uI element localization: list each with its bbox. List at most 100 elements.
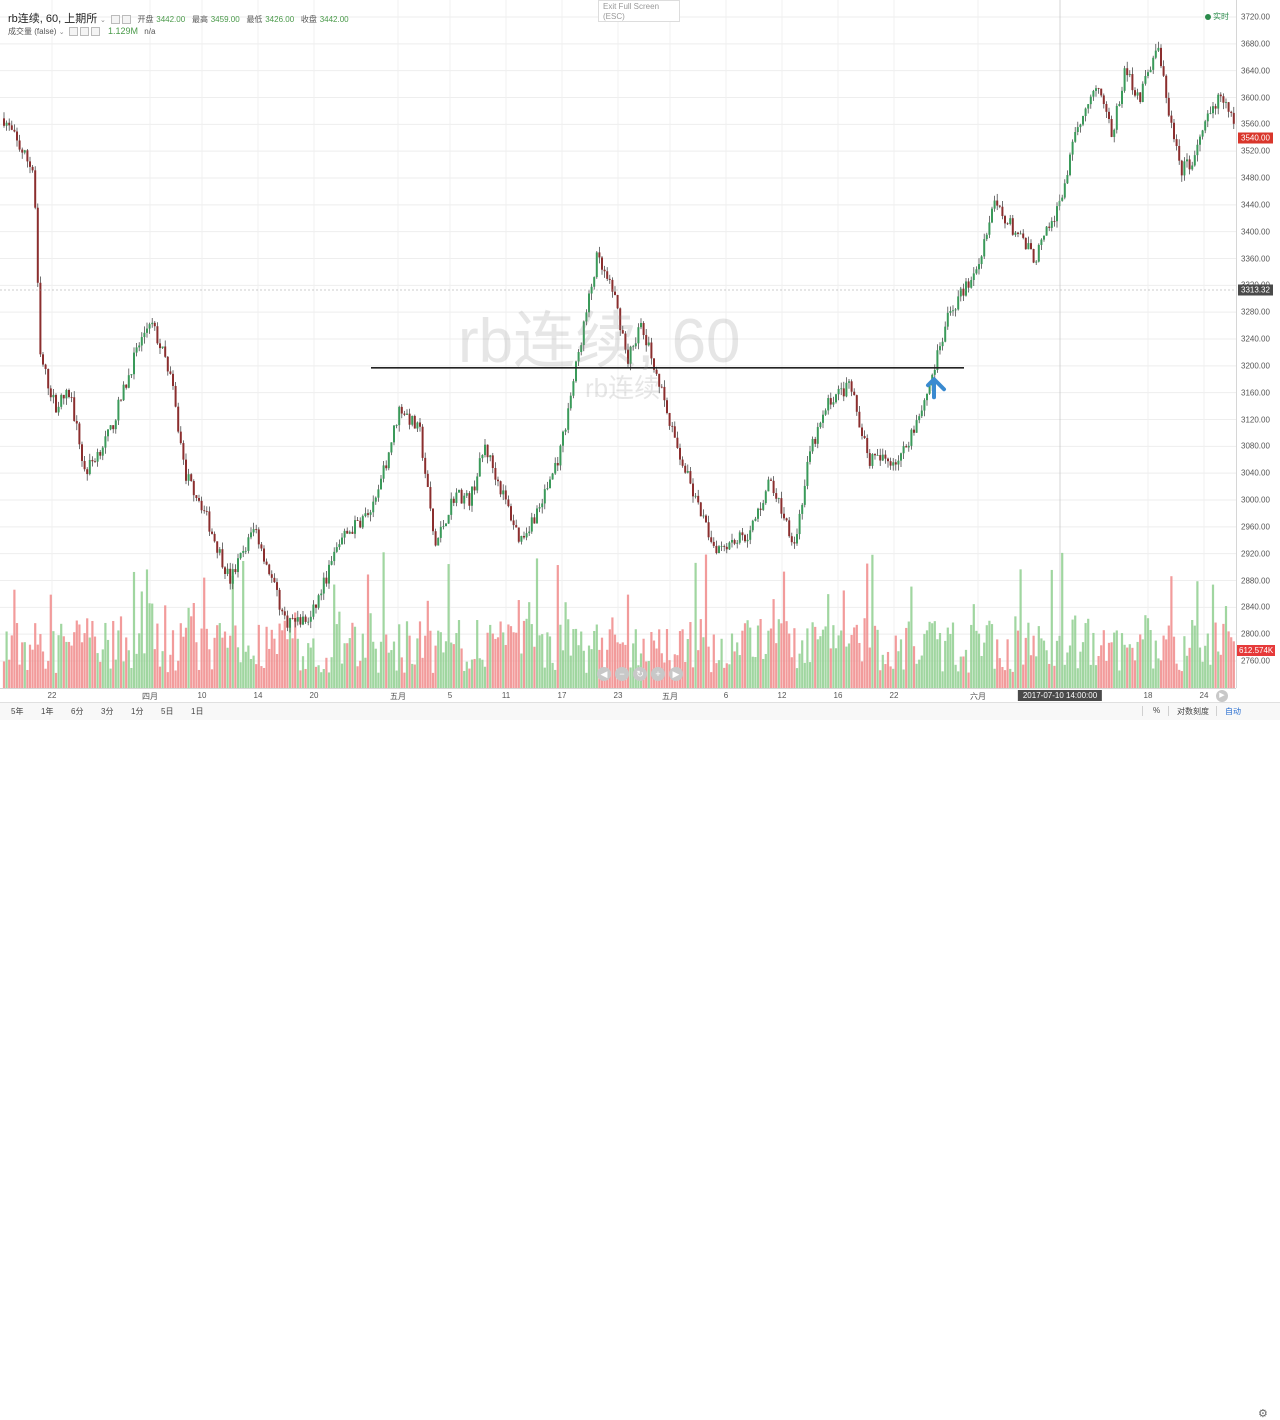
volume-bar <box>1053 665 1056 688</box>
volume-bar <box>548 636 552 688</box>
volume-bar <box>1141 639 1144 688</box>
candle-body <box>668 413 671 426</box>
volume-bar <box>881 654 884 688</box>
volume-bar <box>819 636 822 688</box>
candle-body <box>112 425 115 430</box>
scroll-right-icon[interactable]: ▶ <box>669 667 683 681</box>
candle-body <box>400 406 403 414</box>
candle-body <box>541 503 544 508</box>
candle-body <box>759 508 762 510</box>
volume-bar <box>1107 642 1111 688</box>
candle-body <box>746 539 749 542</box>
symbol-title[interactable]: rb连续, 60, 上期所 <box>8 13 98 25</box>
volume-bar <box>564 602 567 688</box>
zoom-out-icon[interactable]: − <box>615 667 629 681</box>
volume-bar <box>585 672 588 688</box>
candle-body <box>538 507 541 509</box>
price-chart[interactable] <box>0 0 1236 688</box>
candle-body <box>403 413 406 415</box>
gear-icon[interactable]: ⚙ <box>1258 1408 1268 1420</box>
volume-bar <box>746 620 749 688</box>
candle-body <box>1095 88 1097 91</box>
candle-body <box>647 342 650 346</box>
candle-body <box>533 517 536 524</box>
exit-fullscreen-button[interactable]: Exit Full Screen (ESC) <box>598 0 680 22</box>
volume-bar <box>652 640 656 688</box>
volume-bar <box>814 626 817 688</box>
auto-scale-toggle[interactable]: 自动 <box>1225 707 1241 716</box>
candle-body <box>104 436 107 448</box>
volume-bar <box>418 621 422 688</box>
volume-bar <box>977 633 981 688</box>
range-button[interactable]: 3分 <box>101 707 114 716</box>
time-tick-label: 14 <box>253 691 263 700</box>
reset-icon[interactable]: ↻ <box>633 667 647 681</box>
candle-body <box>1082 116 1084 125</box>
volume-bar <box>1146 618 1150 688</box>
volume-bar <box>806 628 809 688</box>
candle-body <box>720 546 723 547</box>
volume-bar <box>957 671 960 688</box>
volume-value-tag: 612.574K <box>1237 645 1276 656</box>
candle-body <box>764 491 767 504</box>
chevron-down-icon[interactable]: ⌄ <box>100 17 106 24</box>
candle-body <box>29 161 31 167</box>
zoom-in-icon[interactable]: + <box>651 667 665 681</box>
candle-body <box>164 346 167 357</box>
realtime-indicator[interactable]: 实时 <box>1205 11 1229 22</box>
scroll-to-end-icon[interactable]: ▶ <box>1216 690 1228 702</box>
volume-bar <box>1032 635 1035 688</box>
candle-body <box>382 465 385 479</box>
open-value: 3442.00 <box>156 15 186 24</box>
eye-icon[interactable] <box>68 27 78 37</box>
volume-bar <box>499 621 502 688</box>
range-button[interactable]: 5日 <box>161 707 174 716</box>
log-scale-toggle[interactable]: 对数刻度 <box>1177 707 1209 716</box>
scroll-left-icon[interactable]: ◀ <box>597 667 611 681</box>
volume-bar <box>912 646 916 688</box>
range-button[interactable]: 1日 <box>191 707 204 716</box>
range-button[interactable]: 5年 <box>11 707 24 716</box>
settings-icon[interactable] <box>121 14 131 24</box>
volume-bar <box>221 637 224 688</box>
volume-bar <box>970 624 973 688</box>
volume-bar <box>1167 625 1170 688</box>
candle-body <box>1141 83 1144 102</box>
volume-bar <box>691 667 695 688</box>
chevron-down-icon[interactable]: ⌄ <box>58 29 65 36</box>
candle-body <box>447 514 450 524</box>
percent-toggle[interactable]: % <box>1153 706 1161 715</box>
candle-body <box>78 423 81 445</box>
range-button[interactable]: 1分 <box>131 707 144 716</box>
volume-bar <box>1131 647 1134 688</box>
candle-body <box>286 615 289 628</box>
settings-icon[interactable] <box>79 27 89 37</box>
volume-label[interactable]: 成交量 (false) <box>8 27 57 36</box>
range-button[interactable]: 6分 <box>71 707 84 716</box>
close-icon[interactable] <box>90 27 100 37</box>
time-axis[interactable]: 22 四月 10 14 20 五月 5 11 17 23 五月 6 12 16 22 六月 18 24 2017-… <box>0 688 1236 703</box>
volume-bar <box>1139 634 1142 688</box>
range-button[interactable]: 1年 <box>41 707 54 716</box>
volume-bar <box>34 623 37 688</box>
eye-icon[interactable] <box>110 14 120 24</box>
candle-body <box>835 394 837 403</box>
price-axis[interactable]: 3720.00 3680.00 3640.00 3600.00 3560.00 3520.… <box>1236 0 1280 688</box>
volume-bar <box>301 656 305 688</box>
volume-bar <box>996 639 999 688</box>
volume-bar <box>1159 660 1163 688</box>
candle-body <box>556 462 559 466</box>
volume-bar <box>314 666 318 688</box>
candle-body <box>772 480 775 494</box>
candle-body <box>1152 57 1155 70</box>
volume-bar <box>530 624 533 688</box>
volume-bar <box>842 590 845 688</box>
volume-bar <box>1222 623 1225 688</box>
candle-body <box>437 537 440 546</box>
candle-body <box>972 273 975 281</box>
candle-body <box>424 457 427 474</box>
candle-body <box>606 271 609 279</box>
volume-bar <box>884 664 887 688</box>
volume-bar <box>595 624 598 688</box>
candle-body <box>536 508 538 524</box>
